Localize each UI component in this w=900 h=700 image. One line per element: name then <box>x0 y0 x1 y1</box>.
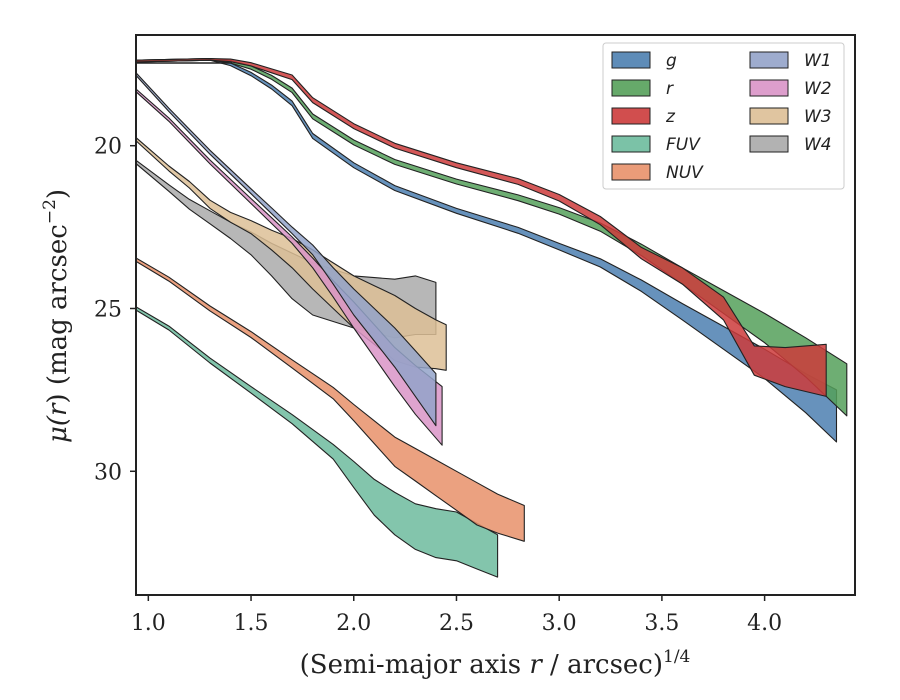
band-w1 <box>136 72 437 427</box>
legend-swatch-w4 <box>749 135 789 153</box>
band-fuv <box>136 306 499 578</box>
legend-swatch-fuv <box>611 135 651 153</box>
y-axis: 20 25 30 <box>94 135 136 485</box>
x-axis: 1.0 1.5 2.0 2.5 3.0 3.5 4.0 <box>131 595 782 636</box>
y-axis-label: μ(r) (mag arcsec−2) <box>40 189 73 443</box>
legend-swatch-nuv <box>611 163 651 181</box>
legend-label-fuv: FUV <box>666 135 701 155</box>
x-tick-label: 1.0 <box>131 611 166 636</box>
band-z <box>136 58 827 397</box>
x-tick-label: 3.0 <box>542 611 577 636</box>
x-tick-label: 1.5 <box>234 611 269 636</box>
x-tick-label: 2.5 <box>439 611 474 636</box>
y-tick-label: 25 <box>94 297 122 322</box>
legend-label-w2: W2 <box>804 79 832 99</box>
y-tick-label: 30 <box>94 460 122 485</box>
legend-swatch-w3 <box>749 107 789 125</box>
band-nuv <box>136 257 525 542</box>
x-tick-label: 3.5 <box>644 611 679 636</box>
legend-label-g: g <box>666 51 677 71</box>
y-tick-label: 20 <box>94 135 122 160</box>
x-tick-label: 2.0 <box>336 611 371 636</box>
legend-label-z: z <box>665 107 676 127</box>
legend-swatch-w1 <box>749 51 789 69</box>
legend-label-w1: W1 <box>804 51 832 71</box>
legend-swatch-z <box>611 107 651 125</box>
legend: grz FUV NUV W1 W2 W3 W4 <box>602 42 845 190</box>
band-w2 <box>136 88 443 446</box>
legend-swatch-w2 <box>749 79 789 97</box>
band-r <box>136 58 848 417</box>
legend-label-w4: W4 <box>804 135 832 155</box>
x-tick-label: 4.0 <box>747 611 782 636</box>
legend-label-w3: W3 <box>804 107 832 127</box>
legend-label-nuv: NUV <box>666 163 704 183</box>
plot-frame <box>135 34 856 596</box>
series-bands <box>136 58 848 578</box>
x-axis-label: (Semi-major axis r / arcsec)1/4 <box>300 647 691 680</box>
legend-label-r: r <box>666 79 674 99</box>
legend-swatch-r <box>611 79 651 97</box>
legend-swatch-g <box>611 51 651 69</box>
band-g <box>136 58 838 443</box>
